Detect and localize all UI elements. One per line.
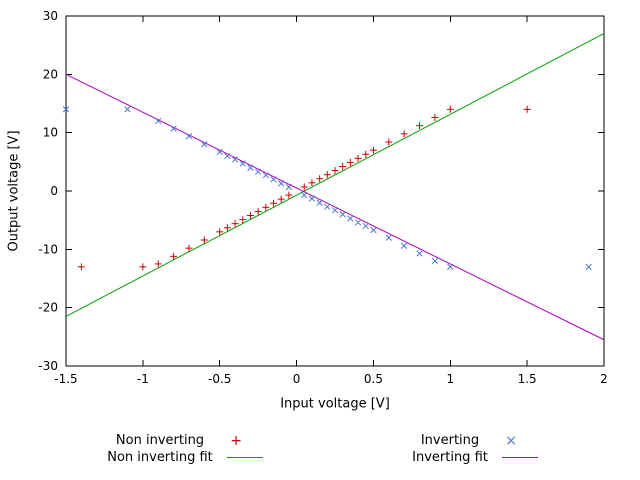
svg-text:-1.5: -1.5 bbox=[54, 372, 77, 386]
plot-frame bbox=[65, 15, 605, 367]
legend-entry: Non inverting + bbox=[40, 432, 330, 449]
fit-line bbox=[65, 73, 605, 341]
svg-text:0: 0 bbox=[293, 372, 301, 386]
svg-text:0.5: 0.5 bbox=[364, 372, 383, 386]
svg-text:10: 10 bbox=[43, 126, 58, 140]
svg-text:-1: -1 bbox=[137, 372, 149, 386]
legend-marker bbox=[226, 451, 263, 465]
legend-entry: Inverting fit bbox=[330, 449, 620, 466]
tick-labels: -1.5 -1 -0.5 0 0.5 1 1.5 2 -30 -20 -10 0 10 20 30 bbox=[38, 9, 607, 386]
legend-entry: Non inverting fit bbox=[40, 449, 330, 466]
svg-text:2: 2 bbox=[600, 372, 608, 386]
svg-text:-30: -30 bbox=[38, 359, 58, 373]
legend-label: Inverting fit bbox=[412, 450, 488, 465]
legend-marker bbox=[501, 451, 538, 465]
legend-label: Inverting bbox=[420, 433, 480, 448]
svg-text:1: 1 bbox=[446, 372, 454, 386]
x-axis-title: Input voltage [V] bbox=[280, 396, 390, 412]
svg-text:0: 0 bbox=[50, 184, 58, 198]
legend-label: Non inverting bbox=[115, 433, 205, 448]
axis-ticks bbox=[65, 15, 605, 367]
legend-entry: Inverting × bbox=[330, 432, 620, 449]
legend-marker: × bbox=[505, 432, 518, 449]
legend-label: Non inverting fit bbox=[107, 450, 213, 465]
y-axis-title: Output voltage [V] bbox=[6, 130, 22, 252]
svg-text:-10: -10 bbox=[38, 242, 58, 256]
legend-marker: + bbox=[230, 432, 242, 449]
data-points bbox=[62, 106, 592, 270]
svg-text:-20: -20 bbox=[38, 301, 58, 315]
svg-text:30: 30 bbox=[43, 9, 58, 23]
legend: Non inverting + Inverting × Non invertin… bbox=[40, 432, 620, 466]
svg-text:20: 20 bbox=[43, 67, 58, 81]
fit-line bbox=[65, 32, 605, 317]
data-points bbox=[77, 105, 531, 271]
svg-text:-0.5: -0.5 bbox=[208, 372, 231, 386]
svg-text:1.5: 1.5 bbox=[518, 372, 537, 386]
